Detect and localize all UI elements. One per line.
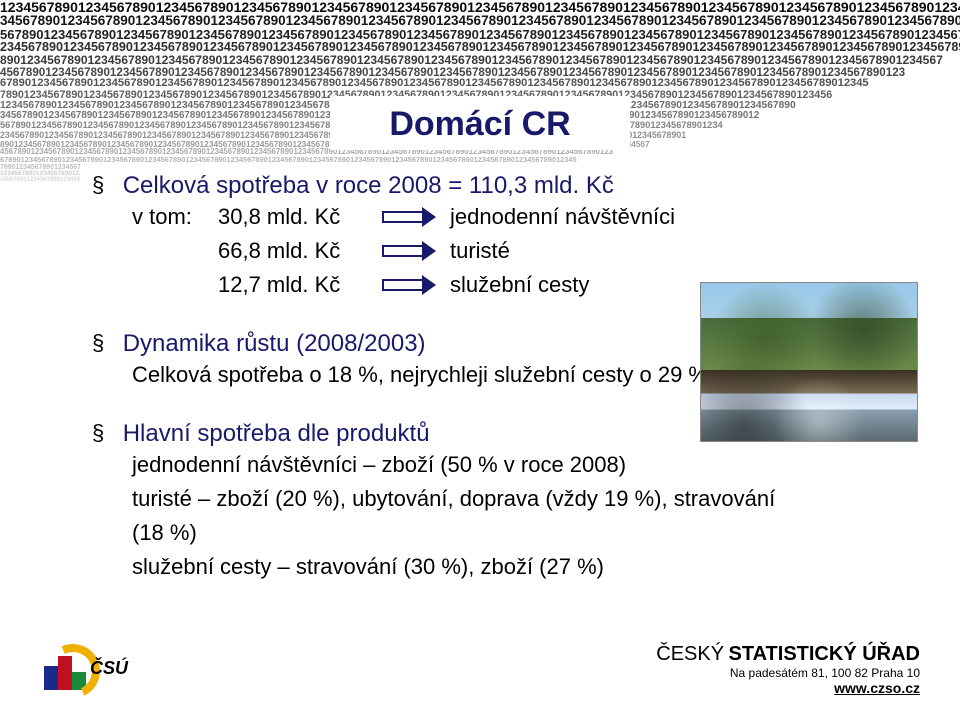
amount: 12,7 mld. Kč xyxy=(218,268,368,302)
vtom-label: v tom: xyxy=(132,200,204,234)
bullet-symbol: § xyxy=(92,172,104,198)
amount: 66,8 mld. Kč xyxy=(218,234,368,268)
footer-org-bold: STATISTICKÝ ÚŘAD xyxy=(729,643,920,665)
bullet-1-row: 66,8 mld. Kč turisté xyxy=(132,234,812,268)
bullet-3: § Hlavní spotřeba dle produktů jednodenn… xyxy=(92,420,812,584)
bullet-symbol: § xyxy=(92,420,104,446)
footer-org-light: ČESKÝ xyxy=(656,643,724,665)
bullet-1-lead: Celková spotřeba v roce 2008 = 110,3 mld… xyxy=(123,172,614,199)
bullet-2-lead: Dynamika růstu (2008/2003) xyxy=(123,330,426,357)
nature-photo xyxy=(700,282,918,442)
bullet-3-line: služební cesty – stravování (30 %), zbož… xyxy=(132,550,812,584)
arrow-icon xyxy=(382,241,436,261)
bullet-symbol: § xyxy=(92,330,104,356)
bullet-3-lead: Hlavní spotřeba dle produktů xyxy=(123,420,430,447)
arrow-icon xyxy=(382,207,436,227)
bullet-3-line: turisté – zboží (20 %), ubytování, dopra… xyxy=(132,482,812,550)
logo-text: ČSÚ xyxy=(90,658,128,679)
csu-logo: ČSÚ xyxy=(44,650,128,690)
arrow-icon xyxy=(382,275,436,295)
footer: ČESKÝ STATISTICKÝ ÚŘAD Na padesátém 81, … xyxy=(656,643,920,696)
slide-page: 1234567890123456789012345678901234567890… xyxy=(0,0,960,718)
bullet-3-line: jednodenní návštěvníci – zboží (50 % v r… xyxy=(132,448,812,482)
page-title: Domácí CR xyxy=(0,105,960,144)
bullet-1-row: v tom: 30,8 mld. Kč jednodenní návštěvní… xyxy=(132,200,812,234)
row-label: služební cesty xyxy=(450,268,589,302)
footer-url[interactable]: www.czso.cz xyxy=(656,680,920,696)
amount: 30,8 mld. Kč xyxy=(218,200,368,234)
row-label: jednodenní návštěvníci xyxy=(450,200,675,234)
footer-address: Na padesátém 81, 100 82 Praha 10 xyxy=(656,666,920,680)
row-label: turisté xyxy=(450,234,510,268)
